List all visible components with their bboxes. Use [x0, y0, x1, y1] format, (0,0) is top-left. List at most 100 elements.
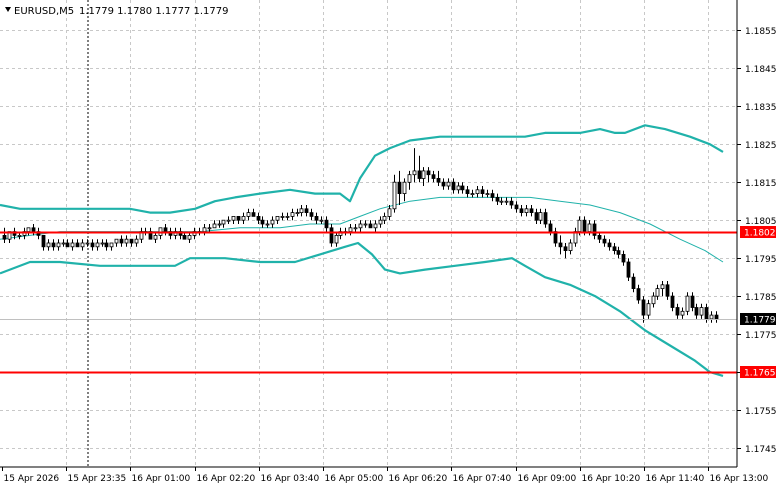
candle — [285, 212, 290, 221]
candle-body-bullish — [353, 227, 358, 230]
candle-body-bullish — [56, 242, 61, 248]
candle — [592, 220, 597, 240]
candle-body-bearish — [543, 212, 548, 225]
candle-body-bearish — [529, 208, 534, 214]
candle — [436, 170, 441, 186]
candle — [134, 235, 139, 247]
candle-body-bearish — [616, 250, 621, 255]
candle-body-bullish — [70, 242, 75, 248]
candle-body-bullish — [358, 223, 363, 229]
candle — [382, 212, 387, 224]
candle-body-bullish — [134, 238, 139, 244]
candle-body-bearish — [675, 307, 680, 316]
candle-body-bearish — [690, 295, 695, 308]
candle — [602, 235, 607, 247]
candle — [714, 311, 719, 323]
candle-body-bearish — [260, 219, 265, 225]
candle — [119, 235, 124, 247]
candle-body-bullish — [499, 200, 504, 203]
time-tick-label: 16 Apr 09:00 — [518, 474, 577, 484]
price-tick-label: 1.1845 — [745, 65, 777, 75]
candle-body-bullish — [26, 227, 31, 233]
candle-body-bullish — [217, 223, 222, 226]
candle — [665, 281, 670, 300]
candle — [636, 284, 641, 304]
candle-body-bullish — [80, 242, 85, 248]
candle — [378, 216, 383, 228]
candle-body-bullish — [202, 227, 207, 233]
candle — [499, 197, 504, 205]
candle-body-bullish — [226, 219, 231, 222]
chevron-down-icon[interactable] — [5, 7, 11, 12]
candle — [475, 186, 480, 198]
candle-body-bearish — [65, 242, 70, 248]
candle-body-bullish — [587, 223, 592, 232]
candle — [456, 182, 461, 194]
price-scale-panel[interactable] — [737, 0, 781, 489]
candle — [90, 239, 95, 251]
candle — [353, 224, 358, 232]
candle — [265, 220, 270, 228]
candle — [324, 216, 329, 232]
candle — [212, 220, 217, 229]
candle-body-bearish — [621, 253, 626, 263]
candle-body-bullish — [568, 242, 573, 251]
candle-body-bearish — [441, 181, 446, 187]
candle-body-bullish — [270, 219, 275, 225]
candle — [509, 197, 514, 209]
candle-body-bearish — [480, 189, 485, 195]
candle — [368, 220, 373, 229]
candle — [621, 250, 626, 266]
candle-body-bullish — [17, 234, 22, 237]
candle — [426, 167, 431, 183]
candle — [514, 201, 519, 213]
candle-body-bearish — [665, 284, 670, 297]
candle-body-bullish — [95, 242, 100, 248]
candle-body-bullish — [421, 170, 426, 179]
candle — [612, 243, 617, 255]
candle-body-bullish — [378, 219, 383, 225]
candle-body-bearish — [314, 215, 319, 221]
candle — [221, 219, 226, 228]
candle — [51, 239, 56, 251]
candle — [402, 178, 407, 202]
candle — [392, 174, 397, 213]
candle-body-bearish — [514, 204, 519, 210]
candle — [329, 224, 334, 247]
candle — [251, 208, 256, 217]
candle — [670, 292, 675, 312]
candle-body-bearish — [636, 288, 641, 301]
candle-body-bullish — [290, 212, 295, 217]
level-tag — [740, 226, 776, 238]
candle-body-bearish — [51, 242, 56, 248]
candle-body-bearish — [104, 242, 109, 248]
candle — [295, 208, 300, 217]
bollinger-lower-band — [0, 241, 724, 377]
candle-body-bullish — [212, 223, 217, 229]
candle-body-bearish — [431, 174, 436, 179]
candle — [256, 212, 261, 224]
candle-body-bullish — [285, 215, 290, 218]
candle-body-bullish — [299, 208, 304, 214]
candle-body-bearish — [41, 234, 46, 248]
candle-body-bullish — [475, 189, 480, 195]
time-tick-label: 16 Apr 13:00 — [710, 474, 769, 484]
candle-body-bullish — [387, 208, 392, 217]
ohlc-values: 1.1779 1.1780 1.1777 1.1779 — [79, 6, 229, 17]
candle — [519, 205, 524, 217]
price-tick-label: 1.1815 — [745, 179, 777, 189]
candle — [563, 243, 568, 259]
candle-body-bullish — [100, 242, 105, 245]
candle-body-bullish — [392, 181, 397, 210]
candle-body-bullish — [655, 288, 660, 297]
candle-body-bearish — [256, 215, 261, 221]
candle — [460, 182, 465, 194]
time-tick-label: 16 Apr 02:20 — [197, 474, 256, 484]
candle — [524, 205, 529, 217]
candle-body-bullish — [651, 295, 656, 305]
candle-body-bullish — [363, 223, 368, 226]
candle — [626, 258, 631, 281]
chart-title: EURUSD,M5 1.1779 1.1780 1.1777 1.1779 — [5, 6, 229, 17]
